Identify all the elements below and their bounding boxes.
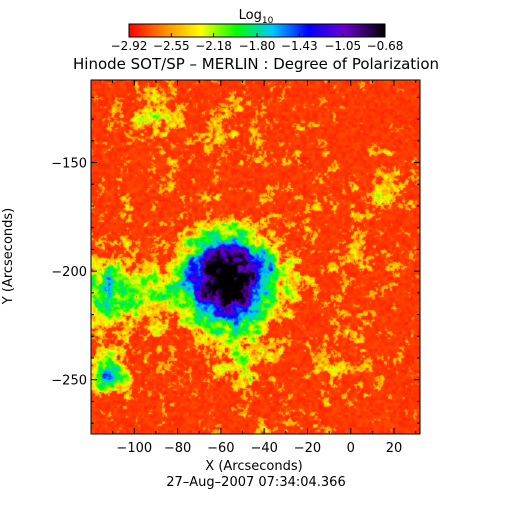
chart-subtitle: 27–Aug–2007 07:34:04.366 [166,475,345,490]
colorbar-label: Log10 [239,8,274,26]
colorbar-tick-label: −2.18 [195,39,232,53]
y-axis-label: Y (Arcseconds) [1,208,16,305]
x-axis: −100 −80 −60 −40 −20 0 20 [112,80,417,456]
x-tick-label: −80 [164,441,191,456]
x-tick-label: −20 [294,441,321,456]
colorbar-tick-label: −2.92 [111,39,148,53]
x-tick-label: 0 [347,441,355,456]
colorbar-tick-label: −1.43 [281,39,318,53]
plot-frame [90,79,421,435]
x-tick-label: −60 [207,441,234,456]
colorbar-tick-label: −2.55 [153,39,190,53]
y-tick-label: −250 [51,374,87,389]
colorbar-tick-label: −1.80 [239,39,276,53]
colorbar-tick-label: −1.05 [324,39,361,53]
colorbar-ticks: −2.92 −2.55 −2.18 −1.80 −1.43 −1.05 −0.68 [111,33,404,53]
y-tick-label: −150 [51,157,87,172]
chart-title: Hinode SOT/SP – MERLIN : Degree of Polar… [73,55,439,73]
x-axis-label: X (Arcseconds) [205,459,302,474]
x-tick-label: 20 [386,441,403,456]
x-tick-label: −40 [250,441,277,456]
y-tick-label: −200 [51,265,87,280]
y-axis: −150 −200 −250 [51,96,420,424]
colorbar-tick-label: −0.68 [367,39,404,53]
heatmap-image [91,80,420,434]
x-tick-label: −100 [116,441,152,456]
